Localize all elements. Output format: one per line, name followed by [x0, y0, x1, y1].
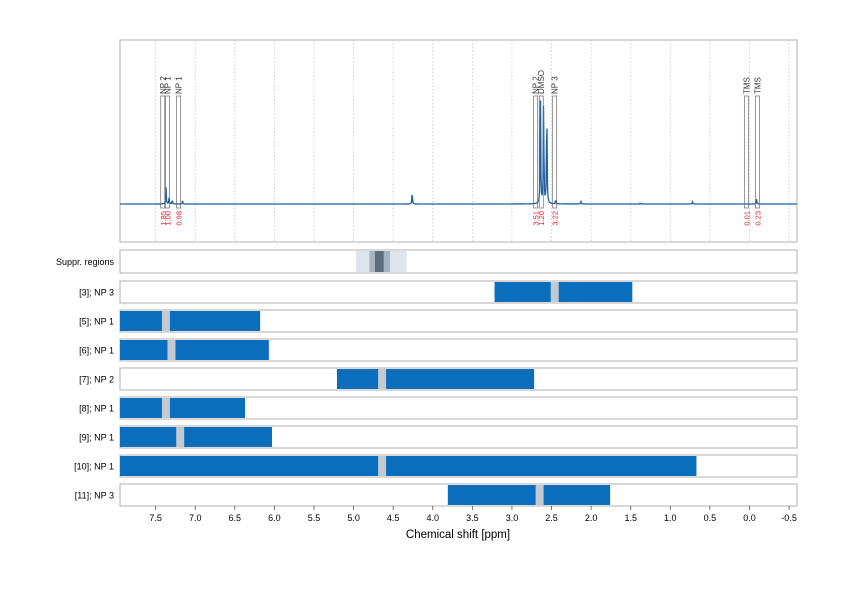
suppression-track-frame: [119, 249, 798, 274]
peak-annotation-box: [743, 95, 749, 209]
peak-integral-label: 0.23: [753, 211, 762, 226]
range-bar: [120, 427, 273, 447]
x-tick-label: 5.5: [308, 513, 321, 523]
peak-annotation-label: NP 3: [551, 76, 560, 94]
peak-integral-label: 0.01: [742, 211, 751, 226]
peak-annotation-label: TMS: [742, 77, 751, 94]
peak-annotation-box: [533, 95, 539, 209]
range-bar: [336, 369, 535, 389]
suppression-regions-panel: Suppr. regions: [56, 249, 798, 274]
track-frame: [119, 280, 798, 304]
x-tick-label: 1.5: [624, 513, 637, 523]
x-tick-label: 6.5: [229, 513, 242, 523]
track-label: [5]; NP 1: [79, 317, 114, 327]
track-label: [8]; NP 1: [79, 404, 114, 414]
range-marker: [167, 340, 176, 360]
range-bar: [120, 456, 697, 476]
range-marker: [161, 398, 170, 418]
track-label: [7]; NP 2: [79, 375, 114, 385]
peak-annotation-label: DMSO: [537, 70, 546, 94]
peak-annotation-label: NP 1: [175, 76, 184, 94]
x-tick-label: 5.0: [347, 513, 360, 523]
range-marker: [535, 485, 544, 505]
x-tick-label: 2.5: [545, 513, 558, 523]
range-marker: [161, 311, 170, 331]
peak-integral-label: 1.20: [537, 211, 546, 226]
x-tick-label: 2.0: [585, 513, 598, 523]
track-label: [6]; NP 1: [79, 346, 114, 356]
x-tick-label: 1.0: [664, 513, 677, 523]
peak-annotation-label: NP 2: [159, 76, 168, 94]
x-tick-label: -0.5: [781, 513, 797, 523]
peak-annotation-box: [552, 95, 558, 209]
peak-annotation-label: NP 1: [164, 76, 173, 94]
x-axis-label: Chemical shift [ppm]: [406, 529, 510, 541]
x-tick-label: 0.5: [704, 513, 717, 523]
x-tick-label: 7.0: [189, 513, 202, 523]
range-bar: [494, 282, 633, 302]
range-marker: [378, 369, 387, 389]
peak-integral-label: 3.22: [551, 211, 560, 226]
peak-integral-label: 1.85: [159, 211, 168, 226]
x-axis: Chemical shift [ppm] 7.5 7.0 6.5 6.0 5.5 5.0 4…: [149, 506, 797, 541]
range-tracks-panel: [3]; NP 3 [5]; NP 1 [6]; NP 1 [7]; NP 2 [8];…: [74, 280, 798, 507]
peak-annotation-box: [538, 95, 544, 209]
range-bar: [447, 485, 611, 505]
peak-annotation-label: NP 2: [532, 76, 541, 94]
range-marker: [550, 282, 559, 302]
track-label: [11]; NP 3: [75, 491, 114, 501]
spectrum-frame: [119, 39, 798, 243]
peak-annotation-box: [165, 95, 170, 209]
range-marker: [176, 427, 185, 447]
track-label: [9]; NP 1: [79, 433, 114, 443]
x-tick-label: 3.5: [466, 513, 479, 523]
peak-annotation-box: [176, 95, 181, 209]
track-label: [10]; NP 1: [74, 462, 114, 472]
spectrum-line: [120, 100, 797, 205]
range-marker: [378, 456, 387, 476]
peak-integral-label: 0.98: [175, 211, 184, 226]
range-bar: [120, 311, 261, 331]
suppression-region-inner: [374, 251, 384, 272]
x-tick-label: 4.5: [387, 513, 400, 523]
suppression-track-label: Suppr. regions: [56, 257, 115, 267]
track-label: [3]; NP 3: [79, 288, 114, 298]
peak-annotation-label: TMS: [753, 77, 762, 94]
range-bar: [120, 340, 269, 360]
spectrum-panel: NP 2 1.85 NP 1 1.00 NP 1 0.98 NP 2 3.51 DMSO 1.20…: [119, 39, 798, 243]
x-tick-label: 7.5: [149, 513, 162, 523]
peak-integral-label: 1.00: [164, 211, 173, 226]
peak-annotation-box: [755, 95, 760, 209]
x-tick-label: 4.0: [427, 513, 440, 523]
x-tick-label: 6.0: [268, 513, 281, 523]
peak-annotation-box: [160, 95, 166, 209]
range-bar: [120, 398, 246, 418]
x-tick-label: 0.0: [743, 513, 756, 523]
peak-integral-label: 3.51: [532, 211, 541, 226]
x-tick-label: 3.0: [506, 513, 519, 523]
